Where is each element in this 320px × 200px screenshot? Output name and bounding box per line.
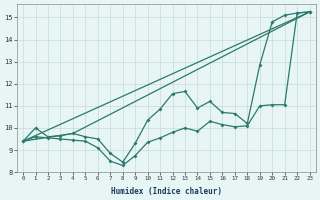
X-axis label: Humidex (Indice chaleur): Humidex (Indice chaleur) [111, 187, 222, 196]
